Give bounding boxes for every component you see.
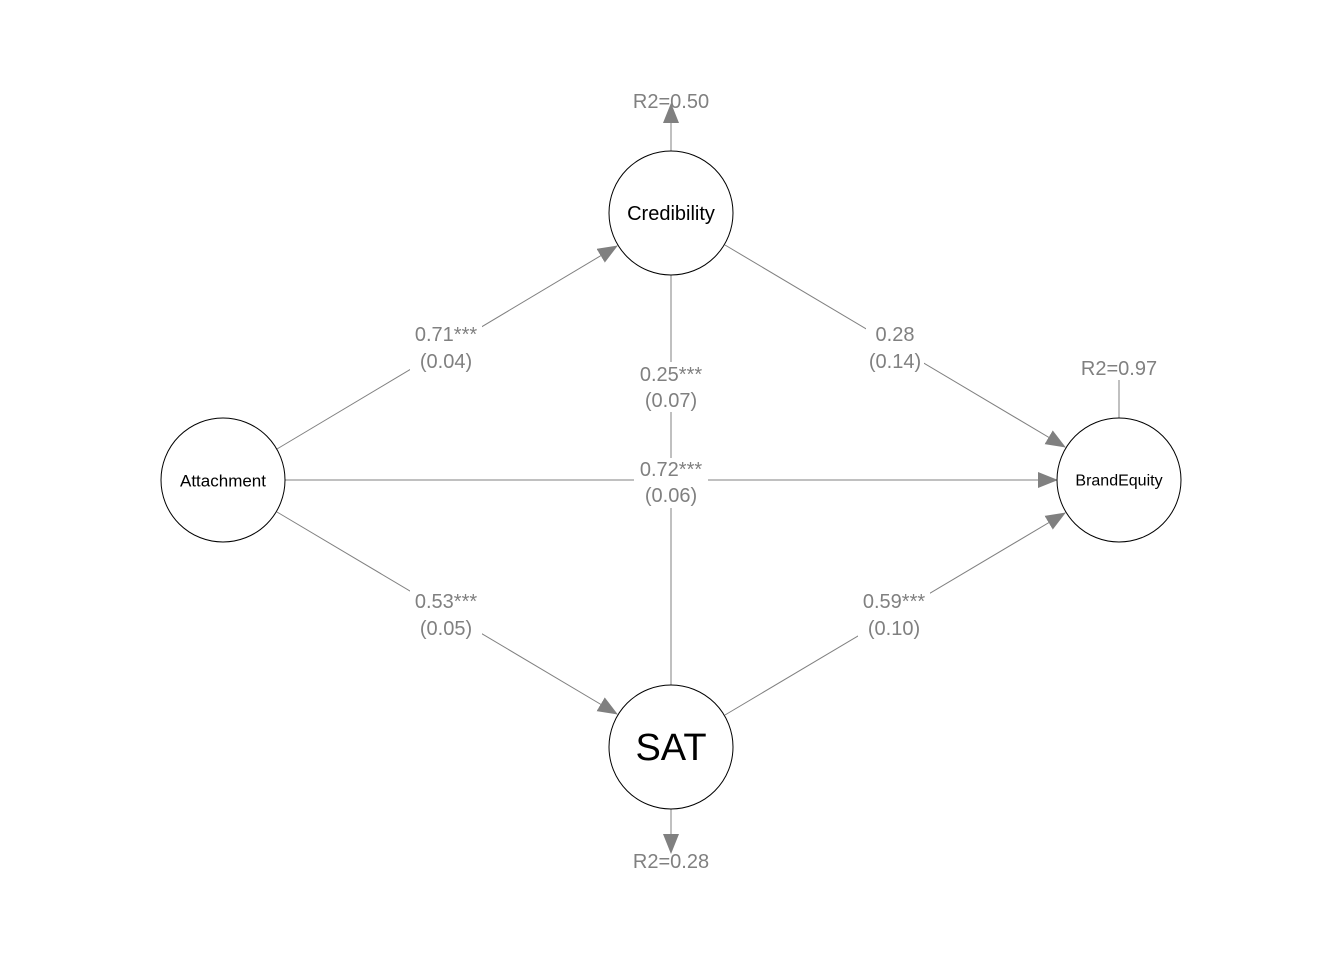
std-error: (0.05) — [420, 618, 472, 640]
node-brandequity[interactable]: BrandEquity — [1056, 417, 1182, 543]
label-sat-brandequity: 0.59*** (0.10) — [858, 589, 930, 640]
estimate: 0.59*** — [863, 591, 925, 613]
std-error: (0.06) — [645, 485, 697, 507]
node-attachment[interactable]: Attachment — [160, 417, 286, 543]
node-label-sat: SAT — [635, 727, 706, 769]
std-error: (0.04) — [420, 351, 472, 373]
label-credibility-sat: 0.25*** (0.07) — [634, 362, 708, 412]
node-label-attachment: Attachment — [180, 472, 266, 491]
std-error: (0.14) — [869, 351, 921, 373]
estimate: 0.72*** — [640, 459, 702, 481]
estimate: 0.53*** — [415, 591, 477, 613]
r2-sat: R2=0.28 — [633, 851, 709, 873]
node-credibility[interactable]: Credibility — [608, 150, 734, 276]
estimate: 0.28 — [876, 324, 915, 346]
estimate: 0.25*** — [640, 364, 702, 386]
label-attachment-brandequity: 0.72*** (0.06) — [634, 458, 708, 508]
node-label-credibility: Credibility — [627, 203, 715, 225]
estimate: 0.71*** — [415, 324, 477, 346]
label-credibility-brandequity: 0.28 (0.14) — [866, 322, 924, 373]
node-sat[interactable]: SAT — [608, 684, 734, 810]
label-attachment-credibility: 0.71*** (0.04) — [410, 322, 482, 373]
r2-brandequity: R2=0.97 — [1081, 358, 1157, 380]
node-label-brandequity: BrandEquity — [1075, 473, 1162, 490]
label-attachment-sat: 0.53*** (0.05) — [410, 589, 482, 640]
r2-credibility: R2=0.50 — [633, 91, 709, 113]
std-error: (0.10) — [868, 618, 920, 640]
std-error: (0.07) — [645, 390, 697, 412]
